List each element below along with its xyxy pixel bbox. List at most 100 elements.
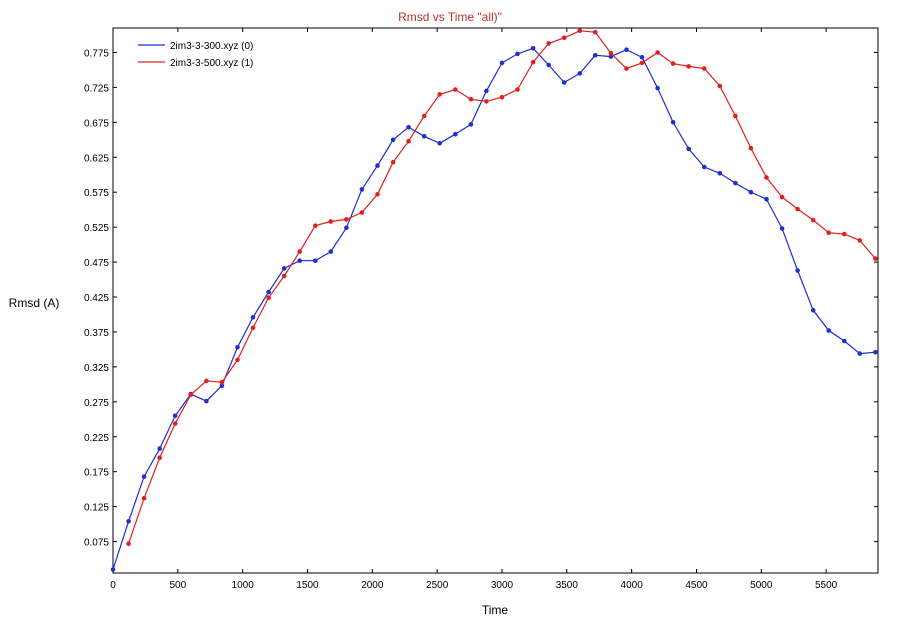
data-point (126, 541, 131, 546)
data-point (406, 138, 411, 144)
data-point (328, 249, 334, 254)
data-point (779, 194, 785, 200)
plot-area (112, 27, 879, 574)
data-point (857, 351, 863, 356)
data-point (717, 171, 723, 176)
y-tick-label: 0.175 (84, 468, 109, 479)
series-1 (126, 28, 878, 546)
legend-label: 2im3-3-300.xyz (0) (170, 41, 253, 52)
data-point (204, 398, 209, 404)
data-point (359, 210, 365, 215)
legend: 2im3-3-300.xyz (0) 2im3-3-500.xyz (1) (138, 41, 253, 69)
data-point (421, 113, 427, 119)
data-point (219, 380, 225, 385)
data-point (639, 55, 645, 60)
data-point (484, 99, 489, 104)
data-point (810, 308, 816, 313)
chart-title: Rmsd vs Time "all)" (398, 10, 502, 24)
data-point (624, 66, 629, 71)
data-point (453, 131, 458, 137)
y-tick-label: 0.275 (84, 398, 109, 409)
data-point (204, 378, 209, 384)
data-point (810, 217, 816, 223)
data-point (686, 64, 691, 69)
x-tick-label: 1500 (296, 580, 319, 591)
y-tick-label: 0.075 (84, 538, 109, 549)
data-point (624, 47, 629, 52)
x-tick-label: 500 (169, 580, 186, 591)
y-tick-label: 0.425 (84, 293, 109, 304)
data-point (266, 289, 271, 295)
data-point (670, 120, 676, 125)
legend-item-1: 2im3-3-500.xyz (1) (138, 58, 253, 69)
y-tick-label: 0.475 (84, 258, 109, 269)
data-point (390, 159, 396, 165)
data-point (842, 231, 847, 237)
data-point (561, 35, 567, 41)
x-tick-label: 5500 (815, 580, 838, 591)
data-point (499, 60, 505, 66)
data-point (577, 28, 583, 34)
data-point (546, 62, 551, 68)
data-point (608, 50, 614, 56)
x-tick-label: 3000 (491, 580, 514, 591)
x-axis-label: Time (482, 603, 509, 617)
x-tick-label: 5000 (750, 580, 773, 591)
data-point (250, 315, 256, 320)
data-point (779, 226, 785, 231)
data-point (764, 196, 769, 202)
y-axis: 0.075 0.125 0.175 0.225 0.275 0.325 0.375 0.425… (84, 48, 878, 549)
data-point (561, 80, 567, 85)
data-point (826, 328, 831, 333)
series-line (112, 47, 876, 570)
data-point (484, 88, 489, 94)
data-point (764, 175, 769, 180)
y-tick-label: 0.325 (84, 363, 109, 374)
data-point (437, 141, 443, 146)
x-tick-label: 4500 (685, 580, 708, 591)
data-point (655, 50, 660, 55)
data-point (406, 124, 411, 130)
data-point (188, 392, 194, 398)
legend-item-0: 2im3-3-300.xyz (0) (138, 41, 253, 52)
data-point (359, 187, 365, 192)
data-point (344, 217, 349, 222)
x-tick-label: 2000 (361, 580, 384, 591)
data-point (281, 273, 287, 279)
data-point (141, 495, 147, 501)
data-point (515, 51, 520, 57)
data-point (795, 206, 800, 212)
data-point (141, 474, 147, 479)
data-point (826, 230, 831, 235)
y-tick-label: 0.575 (84, 188, 109, 199)
data-point (593, 29, 598, 35)
y-tick-label: 0.775 (84, 48, 109, 59)
series-layer (110, 28, 878, 572)
data-point (172, 413, 178, 419)
data-point (375, 163, 380, 168)
data-point (702, 66, 707, 71)
data-point (157, 455, 162, 461)
data-point (702, 164, 707, 170)
data-point (577, 71, 583, 76)
data-point (328, 219, 334, 224)
x-tick-label: 2500 (426, 580, 449, 591)
data-point (110, 567, 116, 572)
y-tick-label: 0.375 (84, 328, 109, 339)
y-tick-label: 0.525 (84, 223, 109, 234)
x-tick-label: 3500 (556, 580, 579, 591)
data-point (530, 59, 536, 65)
y-tick-label: 0.675 (84, 118, 109, 129)
data-point (873, 349, 878, 355)
data-point (266, 295, 271, 301)
data-point (748, 145, 754, 151)
data-point (670, 61, 676, 66)
y-tick-label: 0.225 (84, 433, 109, 444)
data-point (344, 225, 349, 231)
data-point (313, 223, 318, 228)
data-point (842, 338, 847, 344)
data-point (281, 266, 287, 271)
y-tick-label: 0.625 (84, 153, 109, 164)
series-0 (110, 46, 878, 572)
